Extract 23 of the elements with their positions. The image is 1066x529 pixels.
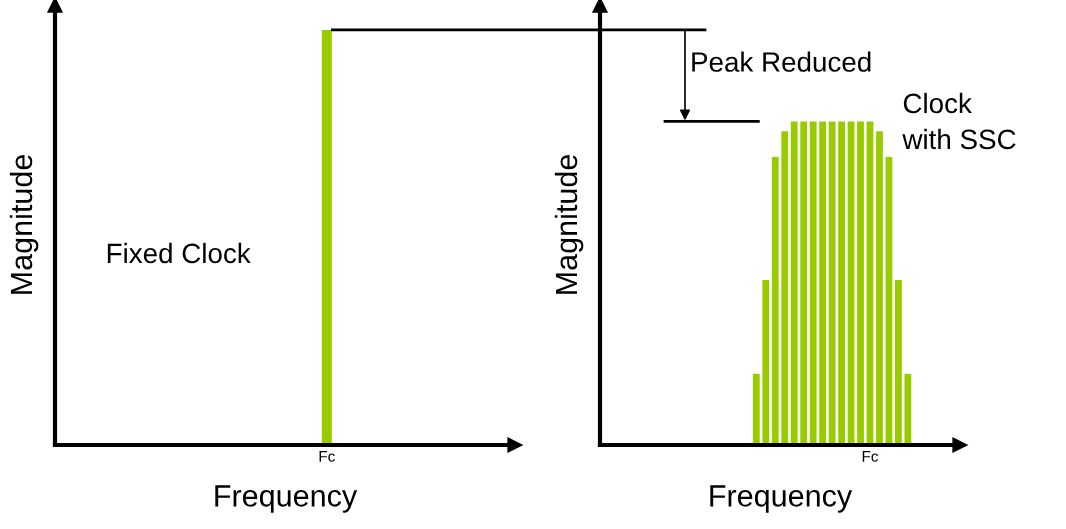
bar: [819, 121, 827, 445]
bar: [857, 121, 864, 445]
x-tick-label: Fc: [319, 451, 335, 462]
x-tick-label: Fc: [862, 451, 879, 462]
bar: [876, 131, 883, 445]
x-axis-title: Frequency: [710, 485, 853, 513]
text: Peak Reduced: [692, 51, 871, 72]
bar: [781, 131, 789, 445]
bar: [752, 373, 760, 445]
bar: [771, 157, 779, 445]
text: Fixed Clock: [107, 242, 251, 264]
bar: [838, 121, 845, 445]
bar: [904, 373, 912, 445]
annotation: Clock with SSC: [902, 92, 1016, 150]
bar: [828, 121, 836, 445]
bar: [790, 121, 798, 445]
y-axis-title: Magnitude: [9, 155, 39, 294]
bar: [762, 280, 770, 445]
x-axis-title: Frequency: [215, 485, 358, 513]
y-axis-title: Magnitude: [554, 155, 584, 294]
bar: [895, 280, 902, 445]
bar: [800, 121, 808, 445]
bar: [809, 121, 817, 445]
